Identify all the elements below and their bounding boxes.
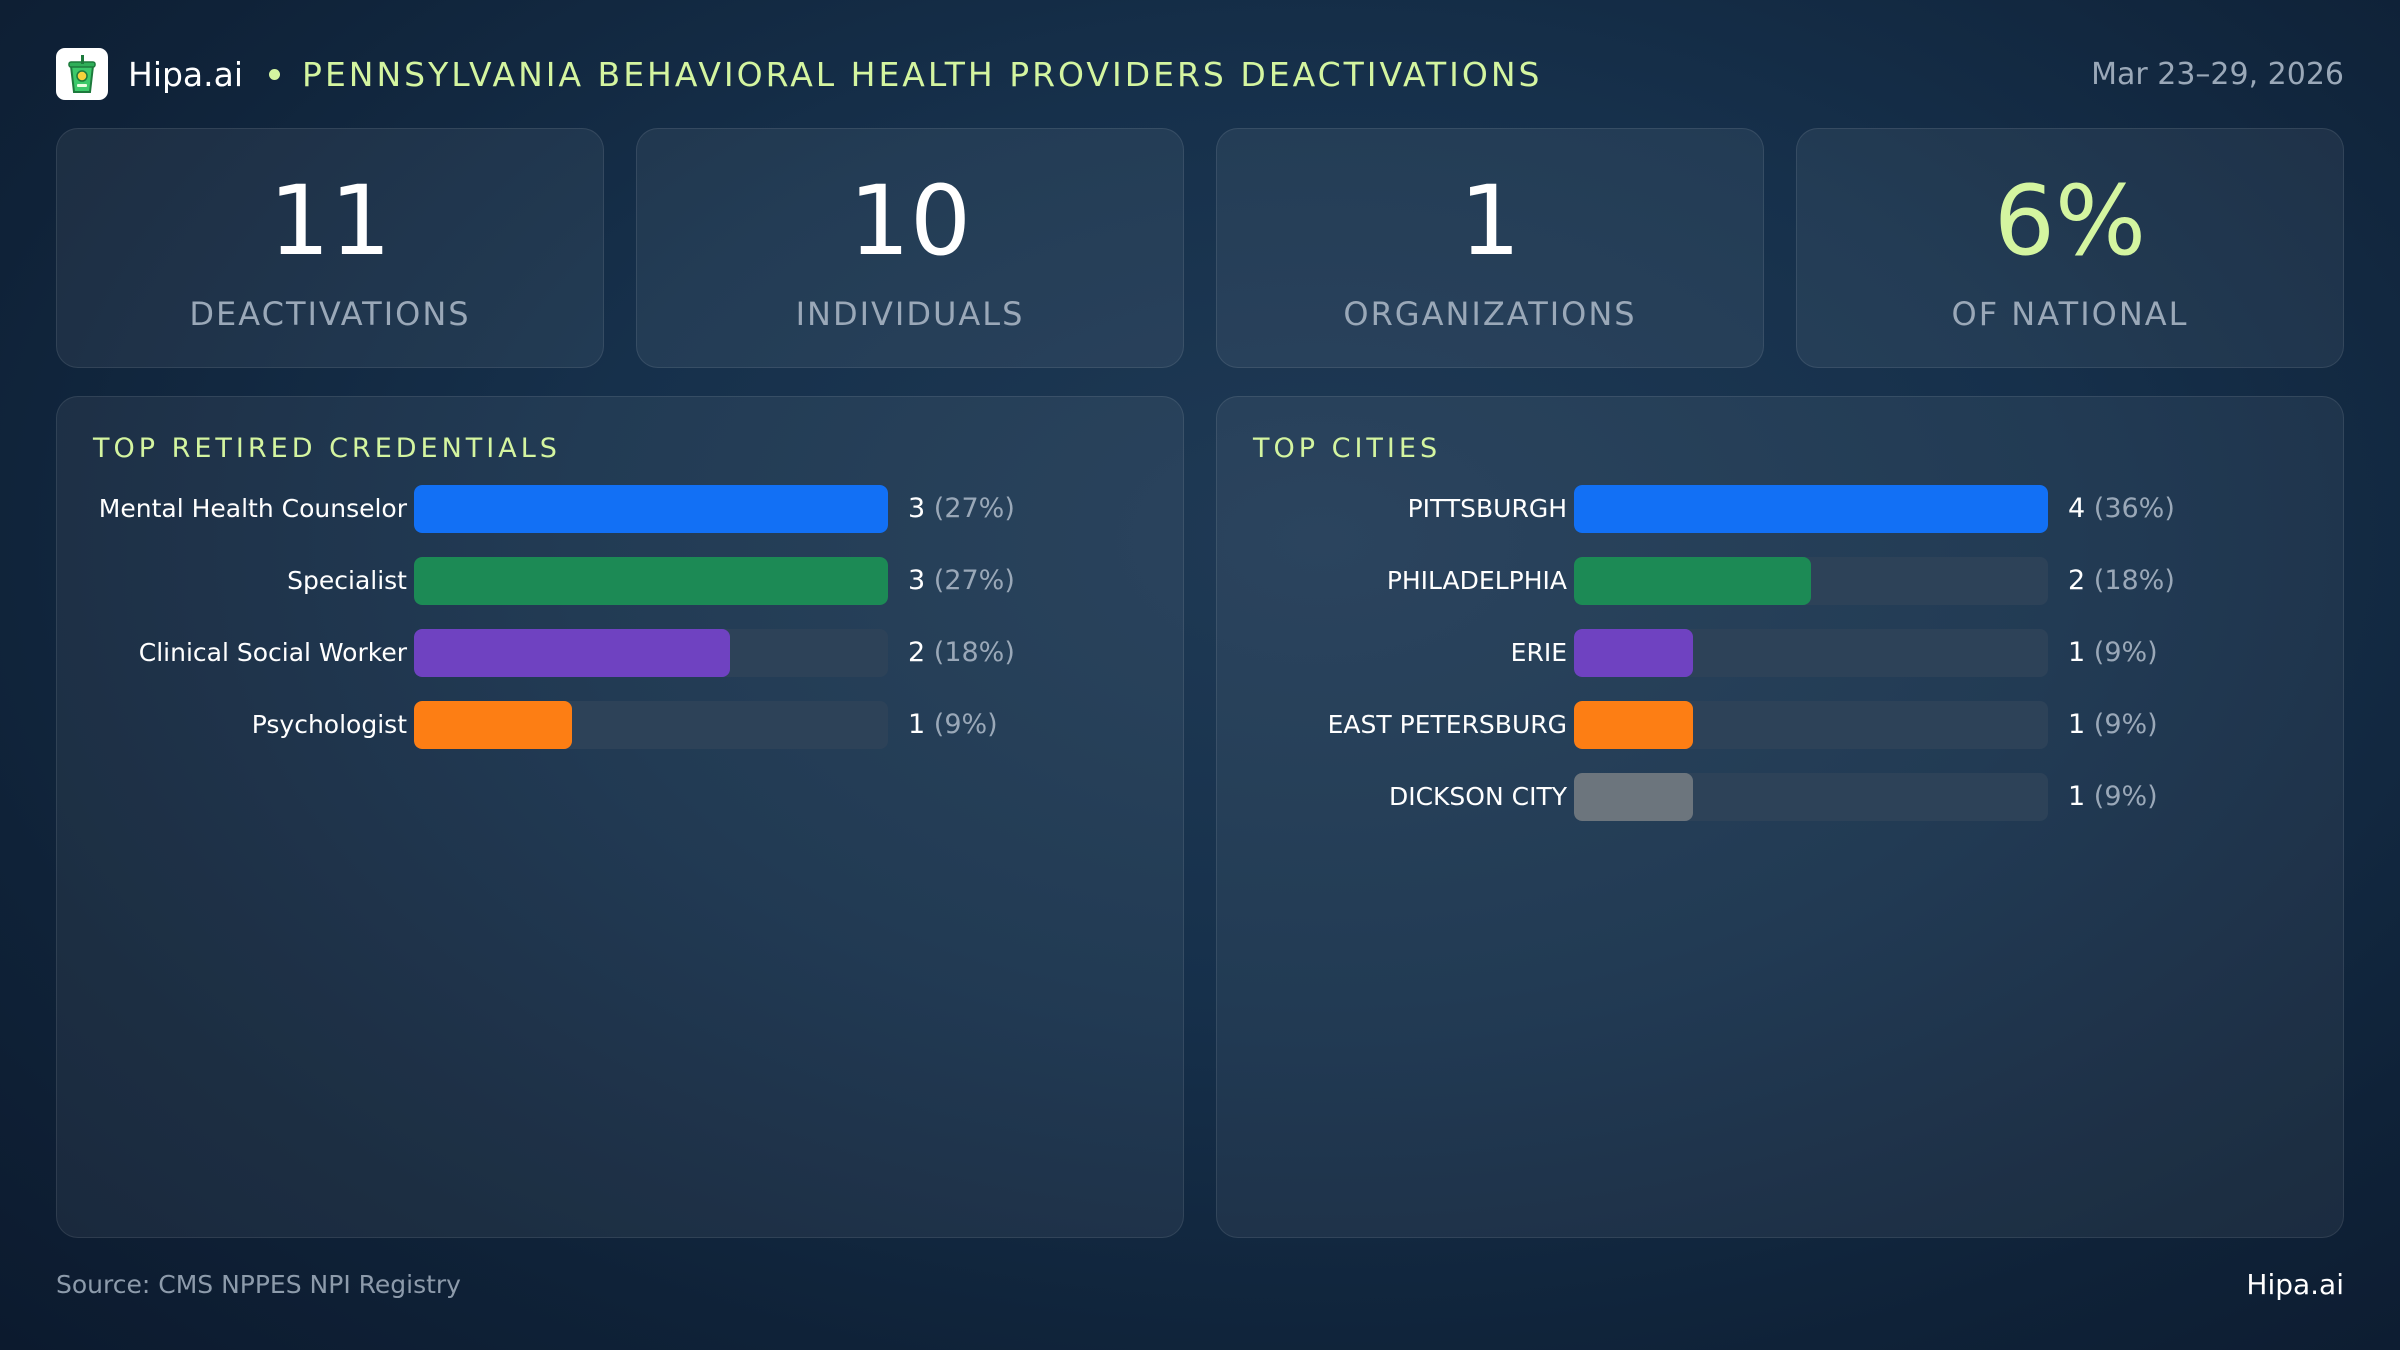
bar xyxy=(1574,557,1811,605)
kpi-card-organizations: 1 ORGANIZATIONS xyxy=(1216,128,1764,368)
kpi-label: DEACTIVATIONS xyxy=(189,295,471,333)
bar-percent: (27%) xyxy=(933,565,1015,596)
source-note: Source: CMS NPPES NPI Registry xyxy=(56,1270,461,1299)
bar-row: PHILADELPHIA 2 (18%) xyxy=(1217,557,2343,629)
bar xyxy=(414,485,888,533)
bar-value-label: 2 (18%) xyxy=(908,629,1015,677)
bar-track xyxy=(1574,701,2048,749)
kpi-card-deactivations: 11 DEACTIVATIONS xyxy=(56,128,604,368)
bar-row: Mental Health Counselor 3 (27%) xyxy=(57,485,1183,557)
kpi-value: 1 xyxy=(1459,165,1521,277)
bar-track xyxy=(414,485,888,533)
bar-count: 1 xyxy=(2068,637,2086,668)
bar-row: ERIE 1 (9%) xyxy=(1217,629,2343,701)
bar-label: ERIE xyxy=(1510,638,1567,667)
kpi-card-national-share: 6% OF NATIONAL xyxy=(1796,128,2344,368)
kpi-row: 11 DEACTIVATIONS 10 INDIVIDUALS 1 ORGANI… xyxy=(56,128,2344,368)
bar-label: PHILADELPHIA xyxy=(1386,566,1567,595)
kpi-value: 11 xyxy=(268,165,392,277)
bar-count: 1 xyxy=(908,709,926,740)
bar-track xyxy=(1574,557,2048,605)
bar xyxy=(414,701,572,749)
bar-value-label: 1 (9%) xyxy=(2068,701,2158,749)
bar-track xyxy=(1574,485,2048,533)
bar-percent: (9%) xyxy=(2093,709,2158,740)
panel-title: TOP CITIES xyxy=(1253,433,1442,464)
kpi-label: INDIVIDUALS xyxy=(795,295,1025,333)
bar-percent: (9%) xyxy=(2093,781,2158,812)
bar-label: DICKSON CITY xyxy=(1388,782,1567,811)
bar-track xyxy=(414,629,888,677)
panel-title: TOP RETIRED CREDENTIALS xyxy=(93,433,561,464)
bar xyxy=(1574,629,1693,677)
cities-bar-chart: PITTSBURGH 4 (36%) PHILADELPHIA 2 (18%) ERIE… xyxy=(1217,485,2343,845)
header: Hipa.ai PENNSYLVANIA BEHAVIORAL HEALTH P… xyxy=(56,46,2344,102)
bar-track xyxy=(414,701,888,749)
bar-value-label: 1 (9%) xyxy=(2068,629,2158,677)
bar-value-label: 2 (18%) xyxy=(2068,557,2175,605)
date-range: Mar 23–29, 2026 xyxy=(2091,56,2344,92)
kpi-value: 10 xyxy=(848,165,972,277)
bar-count: 4 xyxy=(2068,493,2086,524)
bar-value-label: 1 (9%) xyxy=(2068,773,2158,821)
separator-dot xyxy=(269,68,281,80)
page-title: PENNSYLVANIA BEHAVIORAL HEALTH PROVIDERS… xyxy=(302,54,1543,94)
bar-value-label: 3 (27%) xyxy=(908,557,1015,605)
kpi-label: ORGANIZATIONS xyxy=(1343,295,1637,333)
bar-track xyxy=(1574,629,2048,677)
bar-label: PITTSBURGH xyxy=(1407,494,1567,523)
bar-label: EAST PETERSBURG xyxy=(1327,710,1567,739)
footer-brand: Hipa.ai xyxy=(2246,1268,2344,1301)
bar-row: Specialist 3 (27%) xyxy=(57,557,1183,629)
bar xyxy=(1574,701,1693,749)
bar-track xyxy=(414,557,888,605)
bar-percent: (9%) xyxy=(2093,637,2158,668)
bar-row: EAST PETERSBURG 1 (9%) xyxy=(1217,701,2343,773)
bar xyxy=(1574,485,2048,533)
bar xyxy=(1574,773,1693,821)
brand-name: Hipa.ai xyxy=(128,54,244,94)
bar-row: Clinical Social Worker 2 (18%) xyxy=(57,629,1183,701)
cities-panel: TOP CITIES PITTSBURGH 4 (36%) PHILADELPHIA… xyxy=(1216,396,2344,1238)
bar-label: Clinical Social Worker xyxy=(138,638,407,667)
bar-label: Psychologist xyxy=(251,710,407,739)
bar-count: 3 xyxy=(908,565,926,596)
bar-track xyxy=(1574,773,2048,821)
bar-count: 3 xyxy=(908,493,926,524)
bar-label: Specialist xyxy=(287,566,407,595)
bar-percent: (18%) xyxy=(2093,565,2175,596)
bar-row: DICKSON CITY 1 (9%) xyxy=(1217,773,2343,845)
bar-row: Psychologist 1 (9%) xyxy=(57,701,1183,773)
bar-percent: (27%) xyxy=(933,493,1015,524)
bar-percent: (9%) xyxy=(933,709,998,740)
cup-logo-icon xyxy=(56,48,108,100)
bar-row: PITTSBURGH 4 (36%) xyxy=(1217,485,2343,557)
kpi-label: OF NATIONAL xyxy=(1951,295,2189,333)
bar-count: 1 xyxy=(2068,709,2086,740)
credentials-bar-chart: Mental Health Counselor 3 (27%) Specialist… xyxy=(57,485,1183,773)
credentials-panel: TOP RETIRED CREDENTIALS Mental Health Co… xyxy=(56,396,1184,1238)
bar-value-label: 3 (27%) xyxy=(908,485,1015,533)
bar-value-label: 1 (9%) xyxy=(908,701,998,749)
bar-count: 1 xyxy=(2068,781,2086,812)
kpi-value: 6% xyxy=(1993,165,2147,277)
bar-percent: (18%) xyxy=(933,637,1015,668)
bar xyxy=(414,557,888,605)
bar-percent: (36%) xyxy=(2093,493,2175,524)
kpi-card-individuals: 10 INDIVIDUALS xyxy=(636,128,1184,368)
bar xyxy=(414,629,730,677)
bar-label: Mental Health Counselor xyxy=(98,494,407,523)
bar-value-label: 4 (36%) xyxy=(2068,485,2175,533)
bar-count: 2 xyxy=(2068,565,2086,596)
bar-count: 2 xyxy=(908,637,926,668)
